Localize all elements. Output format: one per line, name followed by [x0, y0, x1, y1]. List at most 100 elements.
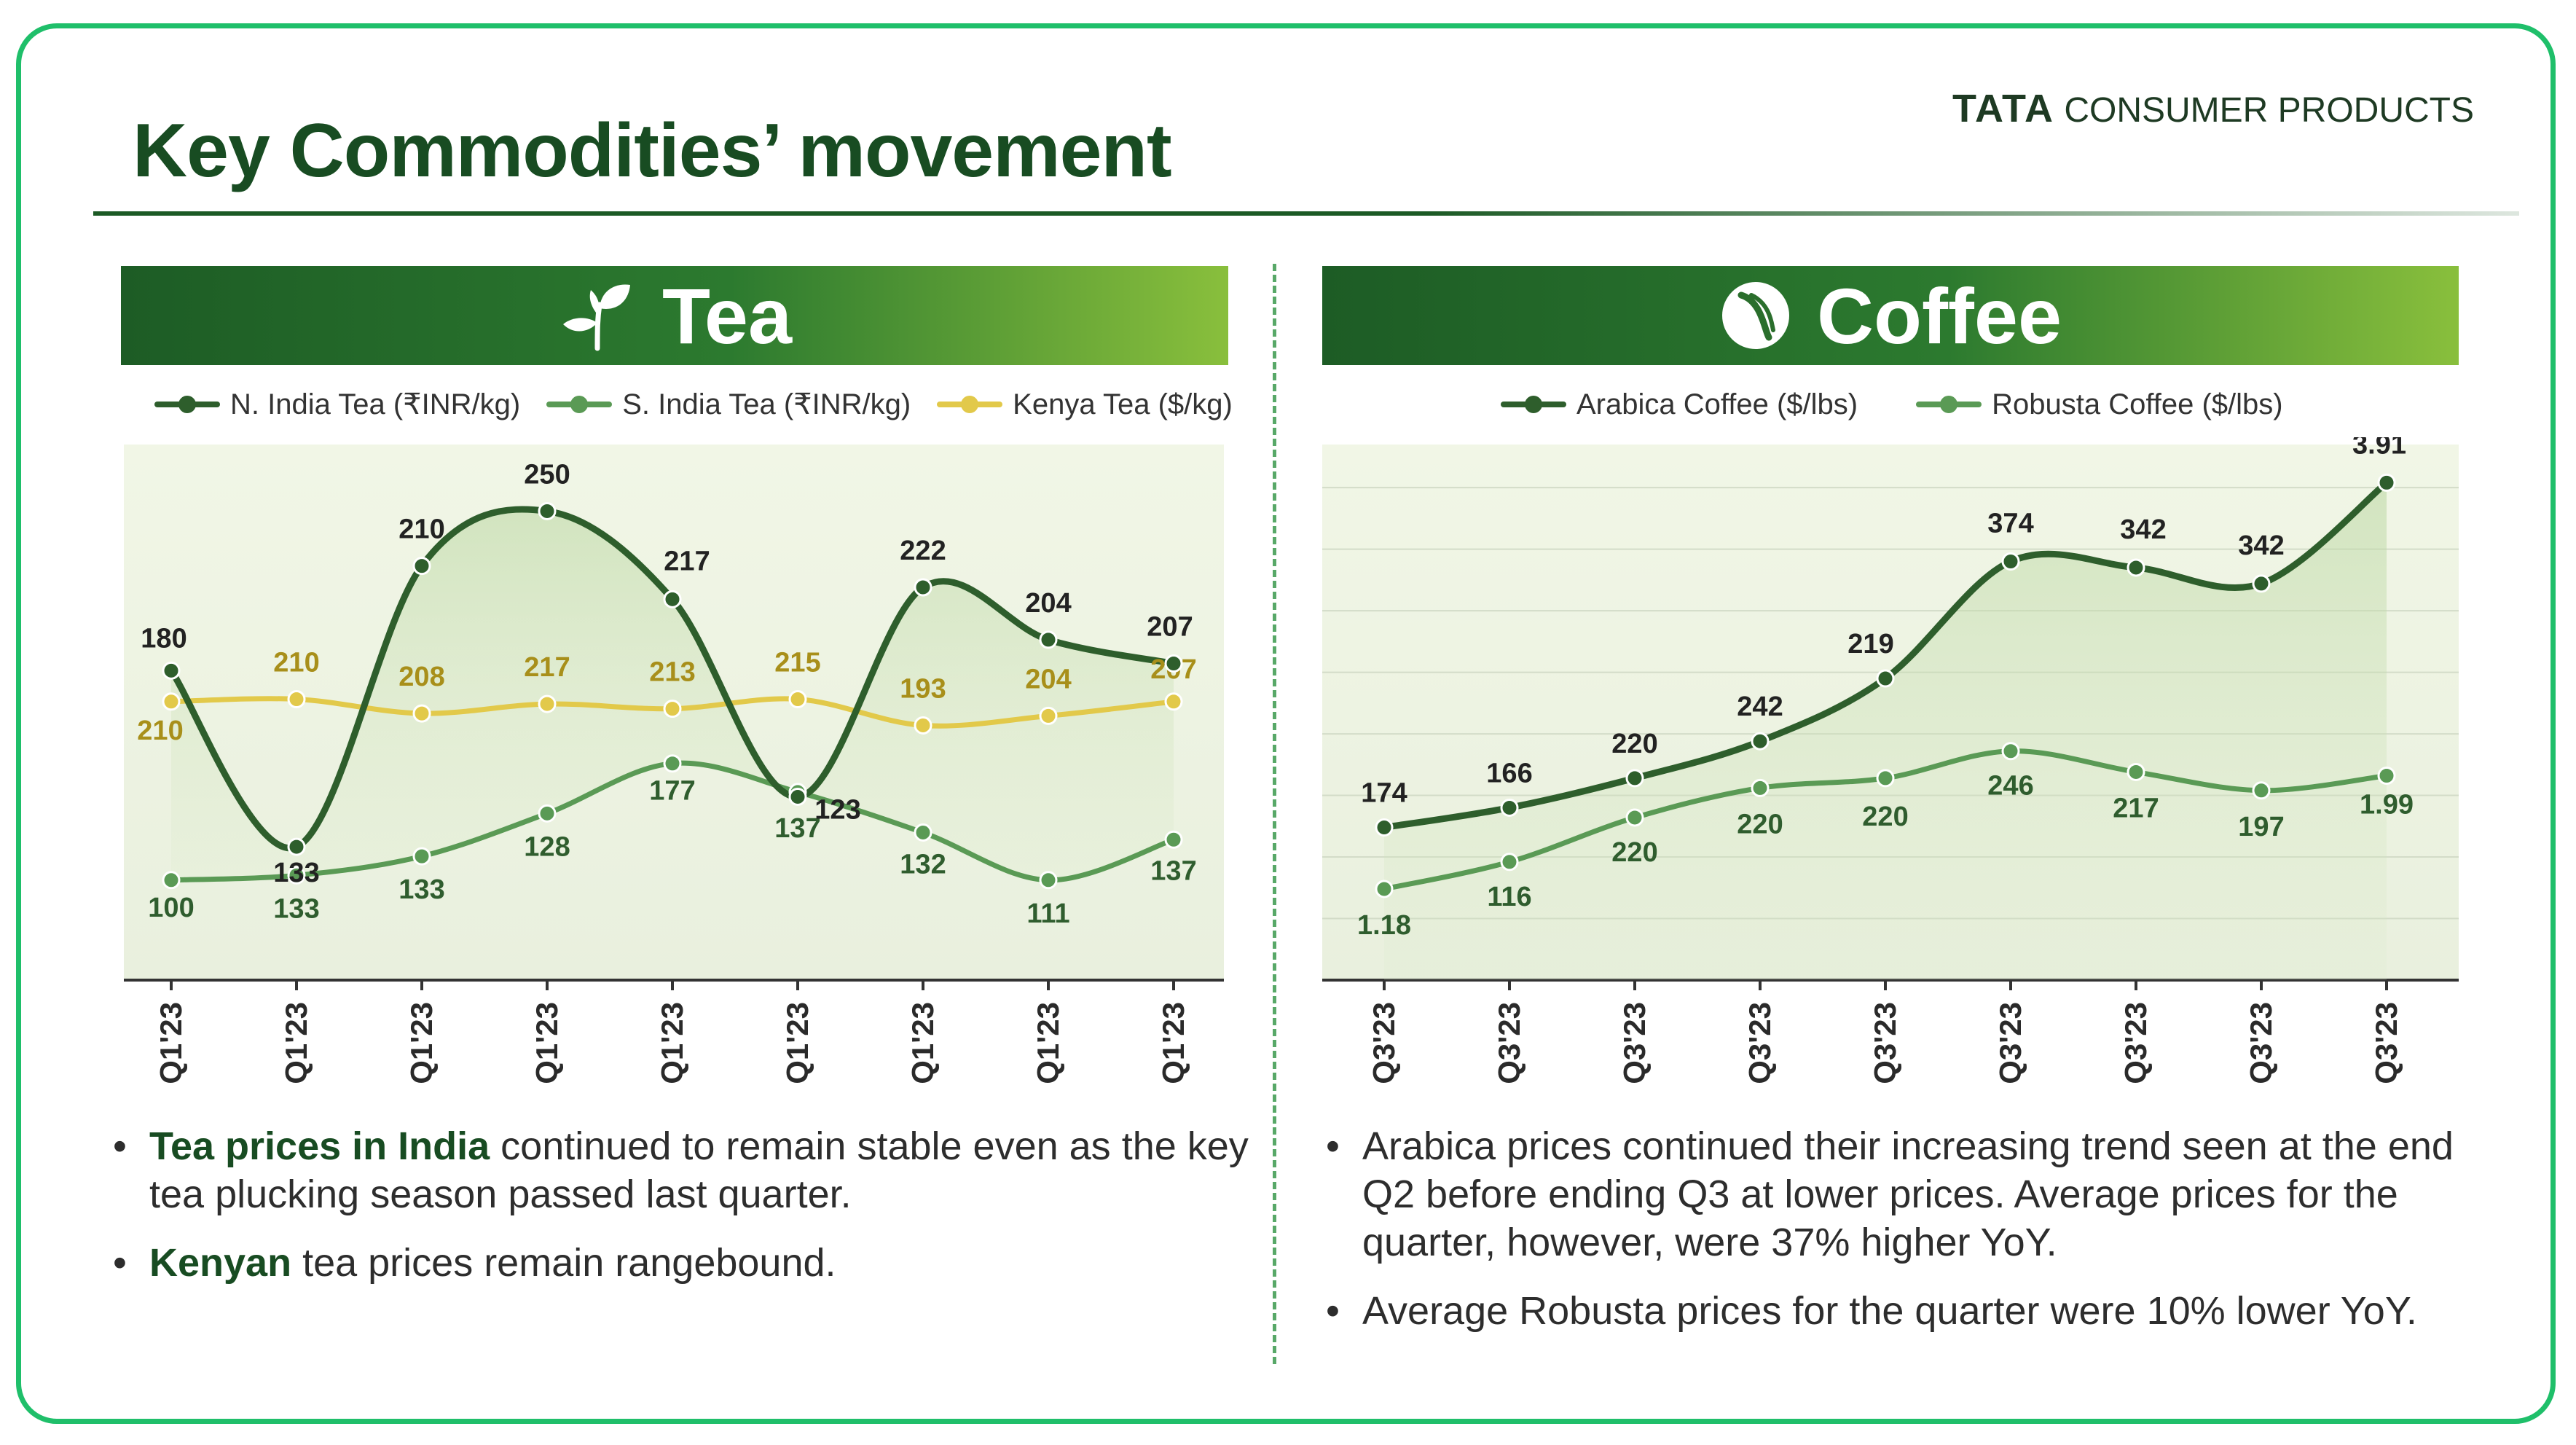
x-tick-label: Q3'23	[2118, 1002, 2153, 1084]
data-point	[2001, 552, 2020, 571]
data-point	[2377, 473, 2396, 492]
data-label: 213	[649, 657, 695, 688]
data-label: 217	[664, 546, 710, 576]
data-point	[538, 501, 557, 520]
page-title: Key Commodities’ movement	[133, 109, 1172, 193]
data-label: 204	[1025, 588, 1071, 619]
data-label: 133	[273, 858, 319, 888]
legend-label: S. India Tea (₹INR/kg)	[622, 388, 911, 420]
tea-bullet-2-bold: Kenyan	[149, 1241, 292, 1285]
tea-bullet-2-text: tea prices remain rangebound.	[291, 1241, 836, 1285]
data-point	[162, 661, 181, 680]
x-tick-label: Q1'23	[530, 1002, 564, 1084]
x-tick-label: Q3'23	[1617, 1002, 1652, 1084]
x-tick-label: Q1'23	[1031, 1002, 1065, 1084]
x-tick-label: Q3'23	[1492, 1002, 1526, 1084]
data-label: 180	[141, 623, 186, 654]
data-point	[412, 557, 431, 576]
legend-label: N. India Tea (₹INR/kg)	[230, 388, 521, 420]
coffee-bean-icon	[1719, 279, 1792, 352]
legend-swatch	[937, 396, 1003, 413]
data-point	[663, 754, 682, 773]
data-point	[1164, 830, 1183, 849]
legend-item: Arabica Coffee ($/lbs)	[1501, 388, 1858, 421]
x-tick-label: Q1'23	[780, 1002, 814, 1084]
data-label: 342	[2238, 530, 2284, 561]
data-point	[1164, 692, 1183, 711]
data-label: 210	[398, 514, 444, 545]
data-point	[412, 704, 431, 723]
data-label: 220	[1611, 837, 1657, 868]
data-label: 219	[1847, 629, 1893, 659]
data-point	[2001, 742, 2020, 761]
data-label: 342	[2120, 514, 2166, 545]
brand-rest: CONSUMER PRODUCTS	[2064, 91, 2474, 130]
x-tick-label: Q1'23	[655, 1002, 689, 1084]
data-label: 133	[273, 893, 319, 924]
series-area	[171, 509, 1174, 880]
data-label: 246	[1987, 771, 2033, 802]
x-tick-label: Q3'23	[1868, 1002, 1902, 1084]
data-label: 210	[273, 648, 319, 678]
tea-bullet-1-bold: Tea prices in India	[149, 1124, 490, 1168]
data-point	[1625, 769, 1644, 788]
data-label: 166	[1486, 758, 1532, 788]
data-label: 1.99	[2360, 790, 2414, 821]
data-label: 133	[398, 874, 444, 905]
data-label: 242	[1737, 692, 1783, 722]
legend-item: Robusta Coffee ($/lbs)	[1916, 388, 2283, 421]
data-label: 100	[148, 893, 194, 923]
legend-label: Arabica Coffee ($/lbs)	[1576, 388, 1858, 420]
data-label: 193	[900, 673, 946, 704]
x-tick-label: Q1'23	[154, 1002, 188, 1084]
data-point	[788, 690, 807, 709]
series-area	[1384, 482, 2387, 980]
data-label: 197	[2238, 812, 2284, 842]
data-label: 174	[1361, 778, 1407, 808]
data-point	[412, 847, 431, 866]
legend-item: N. India Tea (₹INR/kg)	[154, 388, 520, 421]
data-label: 220	[1862, 802, 1908, 832]
data-point	[538, 804, 557, 823]
data-label: 210	[137, 716, 183, 746]
coffee-bullet-2-text: Average Robusta prices for the quarter w…	[1362, 1289, 2417, 1333]
tea-leaf-icon	[557, 279, 637, 352]
x-tick-label: Q3'23	[2244, 1002, 2278, 1084]
data-point	[1375, 818, 1394, 837]
data-label: 177	[649, 776, 695, 807]
x-tick-label: Q3'23	[1743, 1002, 1777, 1084]
x-tick-label: Q1'23	[279, 1002, 313, 1084]
series-line	[1381, 479, 2390, 831]
data-point	[1751, 732, 1770, 751]
data-label: 374	[1987, 509, 2033, 539]
data-point	[1375, 880, 1394, 898]
legend-item: Kenya Tea ($/kg)	[937, 388, 1233, 421]
coffee-heading: Coffee	[1816, 271, 2062, 360]
data-point	[1876, 769, 1895, 788]
x-tick-label: Q3'23	[1367, 1002, 1401, 1084]
data-point	[788, 787, 807, 806]
coffee-bullet-2: Average Robusta prices for the quarter w…	[1326, 1287, 2506, 1335]
title-rule	[93, 211, 2519, 216]
data-label: 220	[1737, 809, 1783, 839]
data-point	[162, 692, 181, 711]
data-label: 220	[1611, 729, 1657, 759]
data-point	[1039, 630, 1058, 649]
tea-bullet-1-text: continued to remain stable even as the k…	[149, 1124, 1249, 1216]
legend-swatch	[1916, 396, 1982, 413]
data-label: 3.91	[2352, 437, 2406, 460]
data-label: 137	[1150, 855, 1196, 886]
data-point	[287, 690, 306, 709]
x-tick-label: Q1'23	[1156, 1002, 1190, 1084]
legend-label: Kenya Tea ($/kg)	[1013, 388, 1233, 420]
data-label: 207	[1147, 612, 1193, 643]
data-point	[2377, 767, 2396, 786]
data-point	[663, 590, 682, 608]
tea-legend: N. India Tea (₹INR/kg) S. India Tea (₹IN…	[154, 383, 1259, 426]
data-label: 128	[524, 831, 570, 862]
legend-swatch	[546, 396, 613, 413]
data-label: 222	[900, 536, 946, 566]
data-point	[1039, 871, 1058, 890]
panel-divider	[1273, 264, 1276, 1364]
data-point	[1625, 808, 1644, 827]
